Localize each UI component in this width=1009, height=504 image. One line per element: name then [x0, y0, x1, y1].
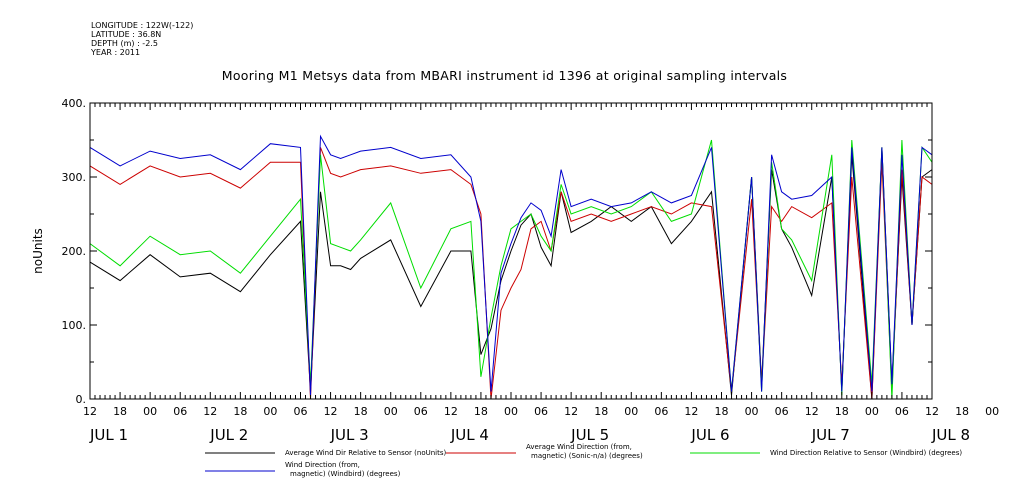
y-axis-label: noUnits — [31, 228, 45, 274]
x-tick-label: 18 — [594, 405, 608, 418]
x-tick-label: 06 — [414, 405, 428, 418]
day-label: JUL 7 — [811, 426, 850, 444]
x-tick-label: 18 — [354, 405, 368, 418]
longitude-label: LONGITUDE : 122W(-122) — [91, 21, 194, 30]
x-tick-label: 12 — [684, 405, 698, 418]
x-tick-label: 12 — [324, 405, 338, 418]
x-tick-label: 06 — [294, 405, 308, 418]
series-line-4 — [89, 134, 933, 396]
x-tick-label: 18 — [715, 405, 729, 418]
x-tick-label: 18 — [835, 405, 849, 418]
x-tick-label: 12 — [444, 405, 458, 418]
series-line-2 — [89, 147, 933, 400]
x-tick-label: 00 — [504, 405, 518, 418]
x-tick-label: 00 — [865, 405, 879, 418]
x-tick-label: 00 — [263, 405, 277, 418]
y-tick-label: 100. — [62, 319, 87, 332]
x-tick-label: 00 — [384, 405, 398, 418]
x-tick-label: 12 — [564, 405, 578, 418]
x-tick-label: 00 — [143, 405, 157, 418]
x-tick-label: 06 — [534, 405, 548, 418]
x-tick-label: 18 — [233, 405, 247, 418]
x-tick-label: 18 — [955, 405, 969, 418]
x-tick-label: 12 — [925, 405, 939, 418]
x-tick-label: 00 — [745, 405, 759, 418]
day-label: JUL 6 — [690, 426, 729, 444]
x-tick-label: 18 — [474, 405, 488, 418]
y-tick-label: 0. — [76, 393, 87, 406]
series-line-1 — [89, 147, 933, 400]
day-label: JUL 2 — [209, 426, 248, 444]
legend-label: Average Wind Direction (from, magnetic) (… — [526, 443, 643, 460]
axes-layer: 0. 100. 200. 300. 400. 12 18 00 06 12 18 00 06 12 18 00… — [62, 97, 1000, 444]
series-line-3 — [89, 139, 933, 400]
x-tick-label: 00 — [985, 405, 999, 418]
legend-label: Wind Direction (from, magnetic) (Windbird… — [285, 461, 401, 478]
y-tick-label: 200. — [62, 245, 87, 258]
series-layer — [89, 134, 933, 400]
x-tick-label: 06 — [654, 405, 668, 418]
x-tick-label: 12 — [83, 405, 97, 418]
day-label: JUL 3 — [330, 426, 369, 444]
day-label: JUL 4 — [450, 426, 489, 444]
x-tick-label: 00 — [624, 405, 638, 418]
metadata-block: LONGITUDE : 122W(-122) LATITUDE : 36.8N … — [91, 21, 193, 57]
day-label: JUL 8 — [931, 426, 970, 444]
chart-title: Mooring M1 Metsys data from MBARI instru… — [221, 68, 788, 83]
legend-label: Average Wind Dir Relative to Sensor (noU… — [285, 449, 446, 457]
legend: Average Wind Dir Relative to Sensor (noU… — [205, 443, 962, 478]
x-tick-label: 06 — [173, 405, 187, 418]
latitude-label: LATITUDE : 36.8N — [91, 30, 162, 39]
y-tick-label: 300. — [62, 171, 87, 184]
year-label: YEAR : 2011 — [91, 48, 141, 57]
day-label: JUL 1 — [89, 426, 128, 444]
x-tick-label: 06 — [895, 405, 909, 418]
depth-label: DEPTH (m) : -2.5 — [91, 39, 158, 48]
y-tick-label: 400. — [62, 97, 87, 110]
legend-label: Wind Direction Relative to Sensor (Windb… — [770, 449, 962, 457]
x-tick-label: 06 — [775, 405, 789, 418]
x-tick-label: 12 — [203, 405, 217, 418]
day-label: JUL 5 — [570, 426, 609, 444]
x-tick-label: 18 — [113, 405, 127, 418]
x-tick-label: 12 — [805, 405, 819, 418]
